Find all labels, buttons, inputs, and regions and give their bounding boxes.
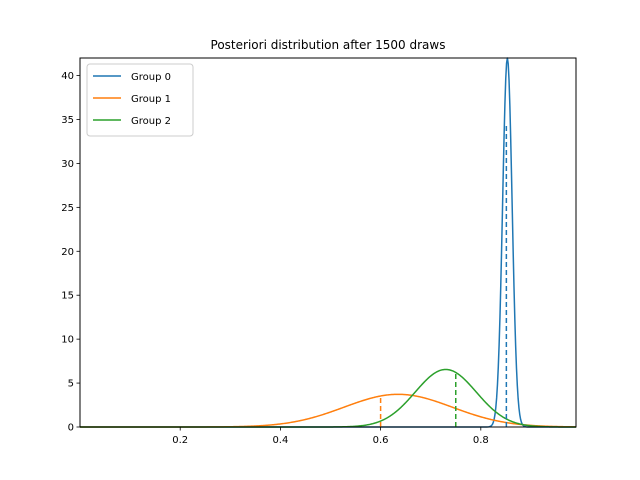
y-tick-label: 15: [61, 291, 74, 302]
x-tick-label: 0.2: [172, 435, 188, 446]
x-tick-label: 0.6: [373, 435, 389, 446]
y-axis: 0 5 10 15 20 25 30 35 40: [61, 71, 80, 434]
y-tick-label: 5: [68, 379, 74, 390]
legend-label-group-1: Group 1: [131, 94, 171, 105]
y-tick-label: 10: [61, 335, 74, 346]
legend-label-group-2: Group 2: [131, 116, 171, 127]
y-tick-label: 30: [61, 159, 74, 170]
series-line-group-2: [80, 368, 576, 428]
y-tick-label: 35: [61, 115, 74, 126]
x-tick-label: 0.8: [473, 435, 489, 446]
legend-label-group-0: Group 0: [131, 72, 171, 83]
y-tick-label: 20: [61, 247, 74, 258]
y-tick-label: 40: [61, 71, 74, 82]
y-tick-label: 25: [61, 203, 74, 214]
legend-box: [86, 63, 194, 137]
y-tick-label: 0: [68, 423, 74, 434]
x-axis: 0.2 0.4 0.6 0.8: [172, 427, 489, 446]
x-tick-label: 0.4: [272, 435, 288, 446]
marker-layer: [379, 123, 508, 427]
chart-title: Posteriori distribution after 1500 draws: [211, 38, 446, 52]
plot-frame: [79, 57, 577, 428]
series-line-group-1: [80, 393, 576, 428]
legend: Group 0 Group 1 Group 2: [86, 63, 194, 137]
